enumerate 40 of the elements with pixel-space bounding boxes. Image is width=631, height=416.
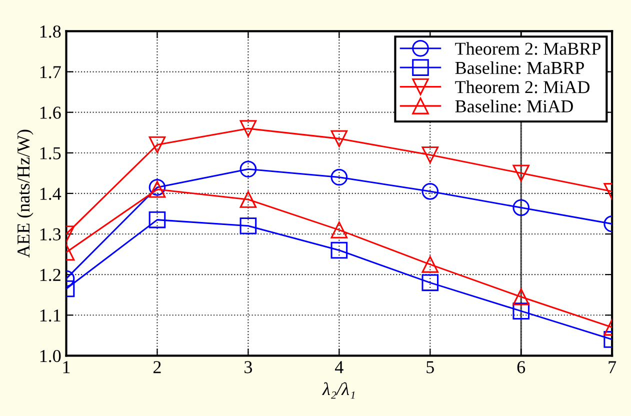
point — [512, 288, 530, 306]
x-tick-label: 3 — [244, 361, 252, 374]
y-tick-label: 1.0 — [40, 350, 61, 362]
y-tick-label: 1.4 — [40, 188, 62, 200]
point — [240, 191, 257, 208]
x-axis-title: λ₂/λ₁ — [322, 382, 355, 399]
y-tick-label: 1.5 — [40, 147, 61, 160]
point — [422, 146, 439, 164]
y-axis-title: AEE (nats/Hz/W) — [16, 130, 34, 258]
y-tick-label: 1.8 — [40, 25, 61, 38]
legend-label: Baseline: MaBRP — [455, 61, 584, 74]
x-tick-label: 5 — [426, 361, 434, 374]
legend-label: Theorem 2: MiAD — [455, 80, 590, 94]
point — [422, 274, 439, 292]
y-tick-label: 1.1 — [40, 309, 60, 322]
x-tick-label: 4 — [335, 361, 344, 374]
point — [330, 222, 348, 238]
point — [512, 164, 530, 182]
point — [240, 120, 257, 137]
y-tick-label: 1.7 — [40, 66, 61, 78]
x-tick-label: 1 — [63, 361, 70, 374]
point — [512, 199, 530, 216]
point — [330, 168, 348, 186]
point — [422, 183, 439, 200]
point — [512, 302, 530, 320]
legend-label: Theorem 2: MaBRP — [455, 42, 601, 55]
x-tick-label: 6 — [517, 361, 526, 374]
point — [240, 217, 257, 234]
point — [148, 211, 166, 228]
point — [422, 256, 439, 273]
point — [148, 136, 166, 154]
point — [240, 160, 257, 178]
y-tick-label: 1.6 — [40, 106, 61, 119]
point — [330, 130, 348, 148]
y-tick-label: 1.3 — [40, 228, 61, 241]
legend-label: Baseline: MiAD — [455, 100, 573, 113]
x-tick-label: 2 — [154, 361, 161, 374]
point — [330, 242, 348, 259]
x-tick-label: 7 — [608, 361, 616, 374]
y-tick-label: 1.2 — [40, 268, 60, 282]
